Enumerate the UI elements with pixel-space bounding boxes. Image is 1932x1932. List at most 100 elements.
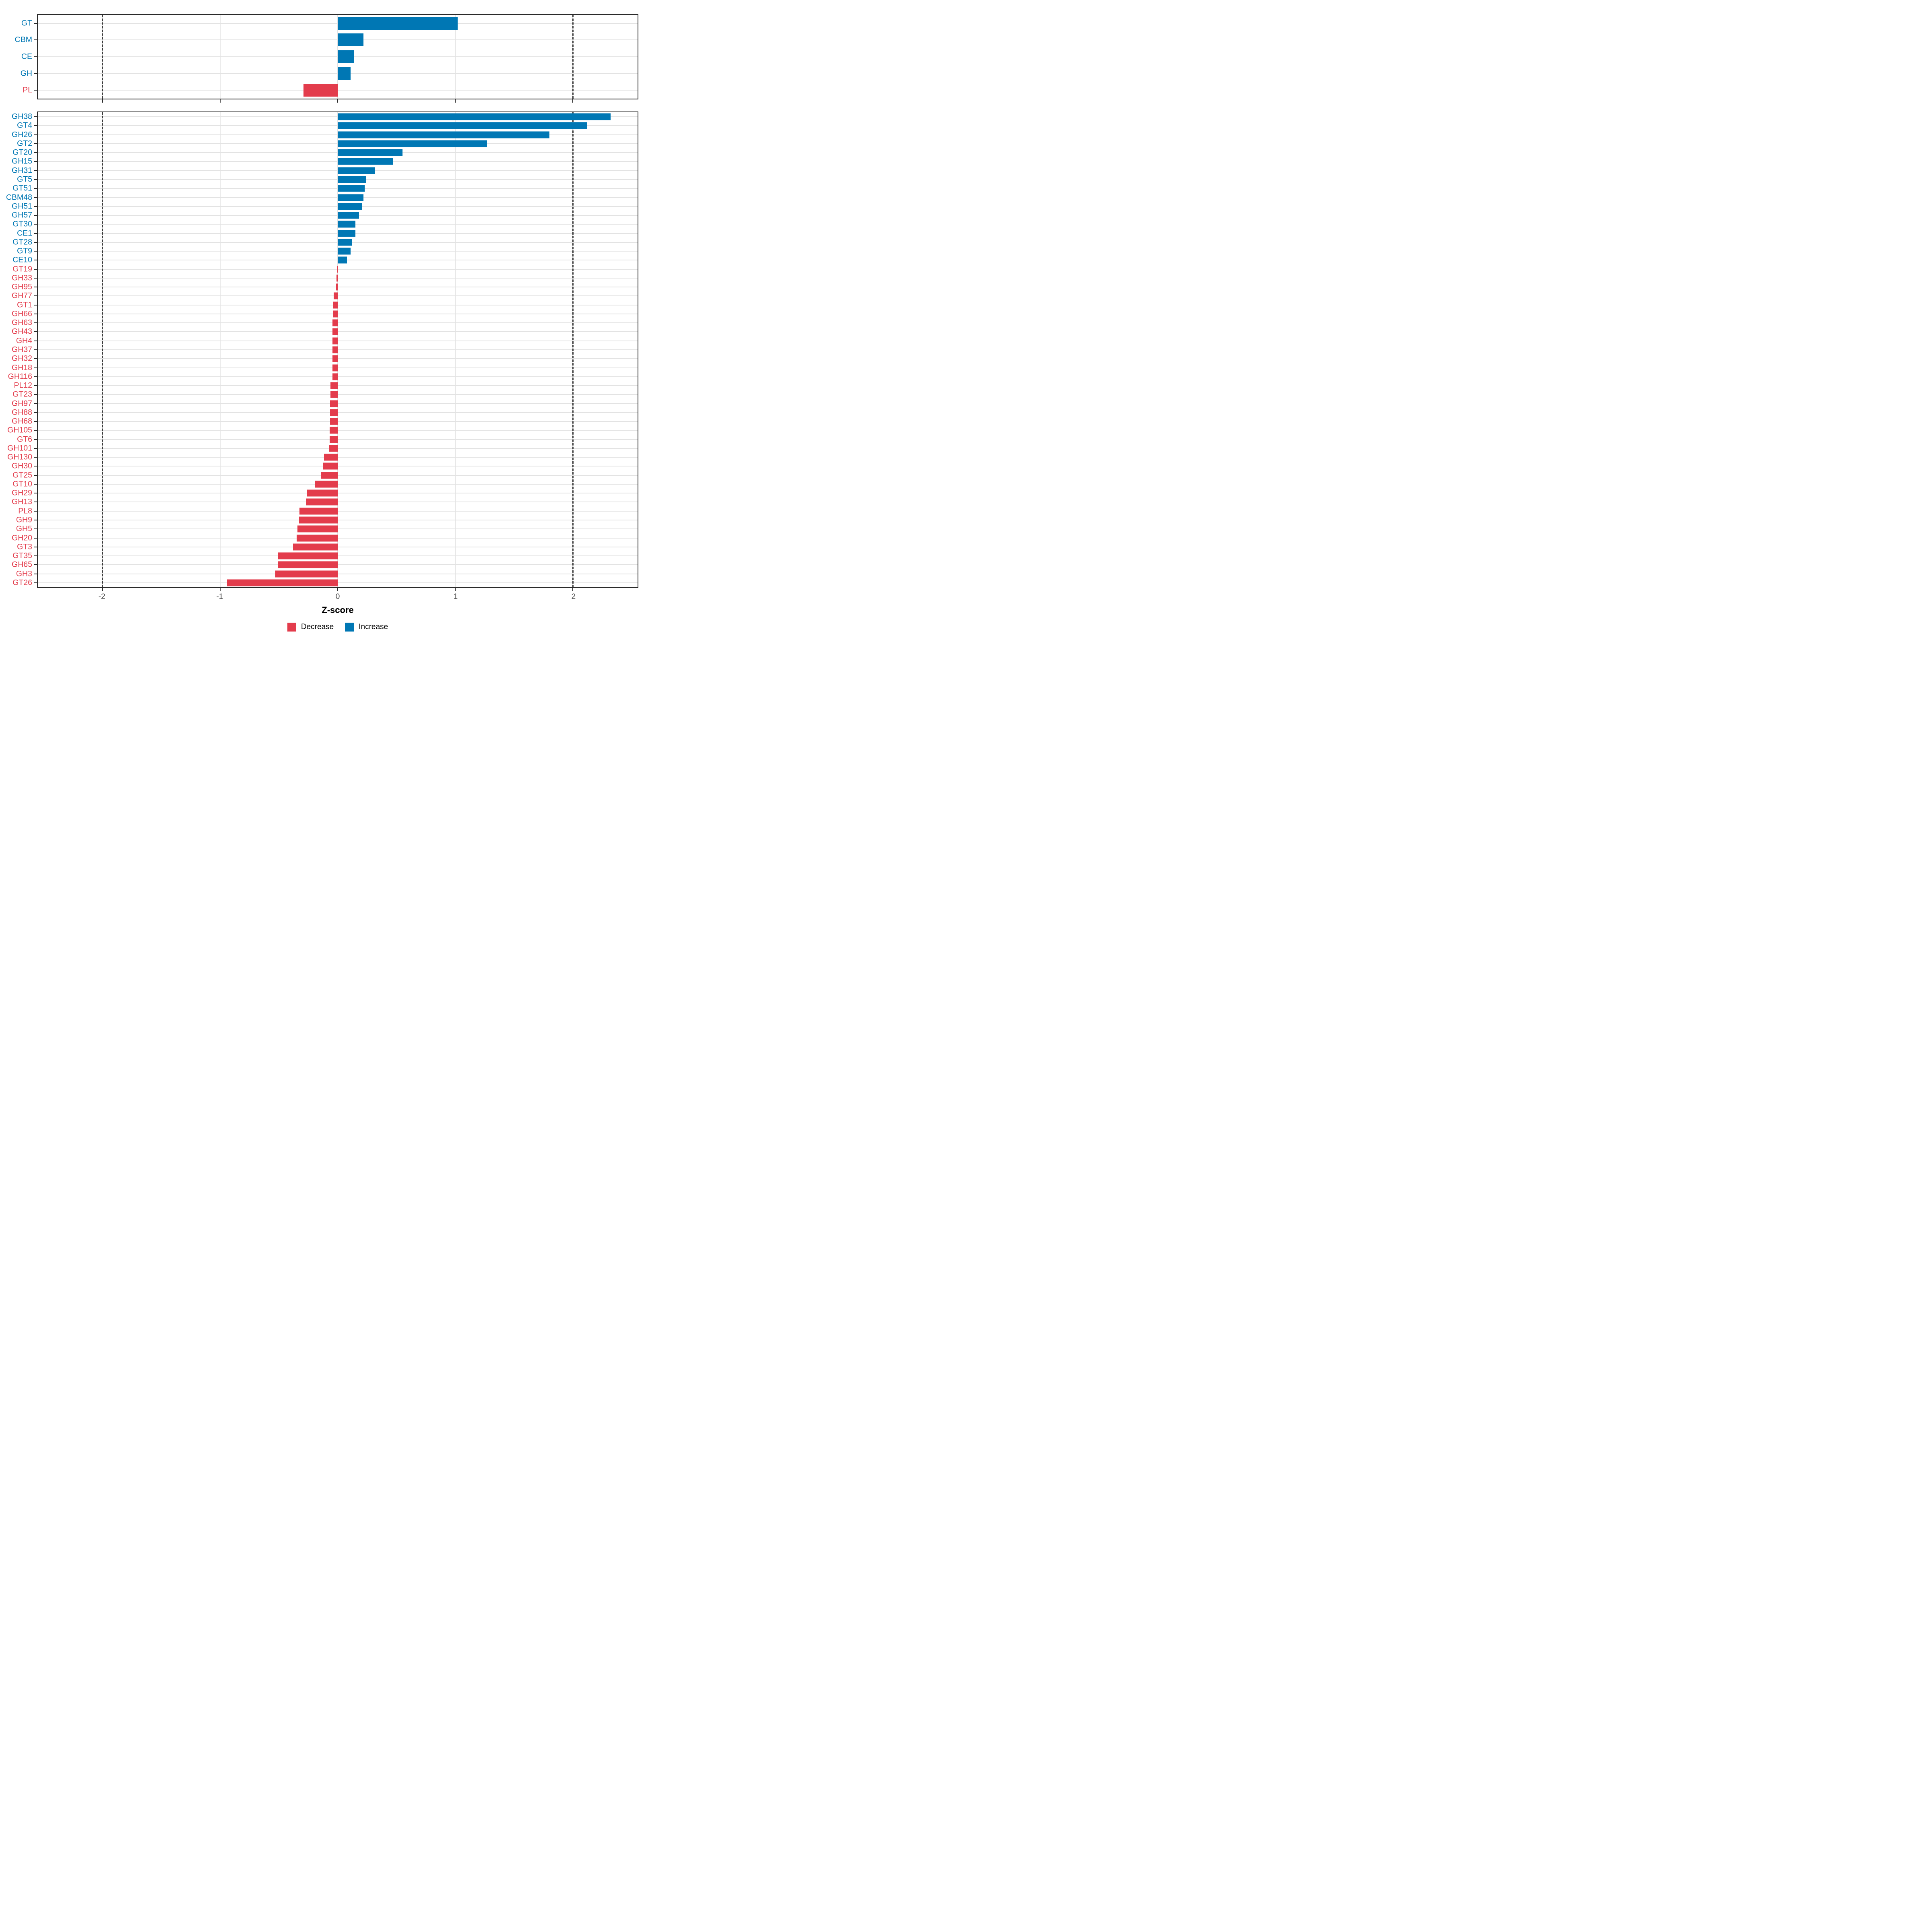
bar <box>338 256 347 264</box>
y-axis-tick <box>34 39 37 41</box>
y-axis-tick <box>34 483 37 485</box>
vertical-gridline <box>219 112 221 587</box>
category-label: GH9 <box>16 515 32 524</box>
y-axis-tick <box>34 242 37 243</box>
bar-row: GH <box>21 65 638 82</box>
bar <box>330 427 338 434</box>
x-axis-tick <box>572 588 574 591</box>
bar-row: GH38 <box>12 112 638 121</box>
y-axis-tick <box>34 412 37 413</box>
bar <box>338 158 393 165</box>
bar-row: CBM48 <box>6 193 638 202</box>
bar <box>332 319 338 326</box>
vertical-gridline <box>219 15 221 99</box>
x-axis-tick-label: -2 <box>98 592 105 601</box>
y-axis-tick <box>34 349 37 350</box>
bar <box>330 418 338 425</box>
bar <box>337 266 338 273</box>
category-label: GT26 <box>12 578 32 587</box>
category-label: CE1 <box>17 229 32 238</box>
legend-label-increase: Increase <box>359 623 388 631</box>
dashed-reference-line <box>572 15 574 99</box>
bar <box>333 292 338 299</box>
bar-row: GT30 <box>12 220 638 229</box>
category-label: GH31 <box>12 166 32 175</box>
category-label: GH <box>20 69 32 78</box>
y-axis-tick <box>34 475 37 476</box>
category-label: GT10 <box>12 479 32 489</box>
bar <box>338 176 366 183</box>
bar <box>299 516 338 524</box>
y-axis-tick <box>34 421 37 422</box>
bar <box>338 67 351 80</box>
y-axis-tick <box>34 56 37 57</box>
bar <box>338 33 364 47</box>
category-label: GH3 <box>16 569 32 578</box>
increase-swatch-icon <box>345 623 354 632</box>
category-label: CBM <box>14 35 32 44</box>
y-axis-tick <box>34 555 37 557</box>
y-axis-tick <box>34 403 37 404</box>
category-label: GH37 <box>12 345 32 354</box>
bar <box>330 400 338 407</box>
category-label: PL <box>23 85 32 95</box>
bar <box>338 212 359 219</box>
category-label: GT <box>21 19 32 28</box>
x-axis-tick-label: -1 <box>216 592 223 601</box>
bar-row: GH57 <box>12 211 638 220</box>
family-detail-plot-area: GH38 GT4 GH26 GT2 GT20 GH15 GH31 GT5 GT51 CBM48 GH… <box>6 112 638 591</box>
bar <box>338 230 355 237</box>
y-axis-tick <box>34 251 37 252</box>
bar <box>306 498 338 506</box>
category-label: CE10 <box>12 255 32 264</box>
bar-row: GT28 <box>12 237 638 247</box>
category-label: PL8 <box>18 506 32 516</box>
bar <box>278 552 338 559</box>
category-label: CBM48 <box>6 193 32 202</box>
class-summary-plot-area: GT CBM CE GH PL <box>15 15 638 103</box>
bar-row: GH51 <box>12 202 638 211</box>
bar <box>338 185 365 192</box>
x-axis-tick-labels: -2 -1 0 1 2 <box>37 592 638 602</box>
category-label: GH15 <box>12 157 32 166</box>
y-axis-tick <box>34 439 37 440</box>
y-axis-tick <box>34 170 37 171</box>
legend: Decrease Increase <box>37 623 638 632</box>
y-axis-tick <box>34 215 37 216</box>
bar <box>338 149 402 156</box>
category-label: GH20 <box>12 533 32 543</box>
bar <box>338 122 587 129</box>
x-axis-tick-label: 1 <box>453 592 458 601</box>
dashed-reference-line <box>102 15 103 99</box>
bar <box>278 561 338 568</box>
bar <box>332 373 338 380</box>
bar-row: GH26 <box>12 130 638 139</box>
class-summary-panel: GT CBM CE GH PL <box>15 14 638 103</box>
y-axis-tick <box>34 116 37 118</box>
y-axis-tick <box>34 582 37 583</box>
category-label: CE <box>21 52 32 61</box>
bar <box>332 310 338 318</box>
x-axis-tick <box>455 588 456 591</box>
x-axis-tick <box>337 588 338 591</box>
x-axis-tick <box>572 99 574 103</box>
category-label: GH38 <box>12 112 32 121</box>
category-label: GH63 <box>12 318 32 327</box>
category-label: GH4 <box>16 336 32 345</box>
category-label: GH105 <box>7 425 32 435</box>
bar <box>338 17 458 30</box>
category-label: GH32 <box>12 354 32 363</box>
y-axis-tick <box>34 188 37 189</box>
decrease-swatch-icon <box>287 623 296 632</box>
y-axis-tick <box>34 233 37 234</box>
x-axis-tick-label: 0 <box>335 592 340 601</box>
bar-row: GT51 <box>12 184 638 193</box>
category-label: GT5 <box>17 175 32 184</box>
x-axis-tick <box>102 99 103 103</box>
y-axis-tick <box>34 376 37 377</box>
y-axis-tick <box>34 564 37 566</box>
category-label: GH57 <box>12 211 32 220</box>
category-label: GT28 <box>12 237 32 247</box>
category-label: GT2 <box>17 139 32 148</box>
vertical-gridline <box>337 112 338 587</box>
